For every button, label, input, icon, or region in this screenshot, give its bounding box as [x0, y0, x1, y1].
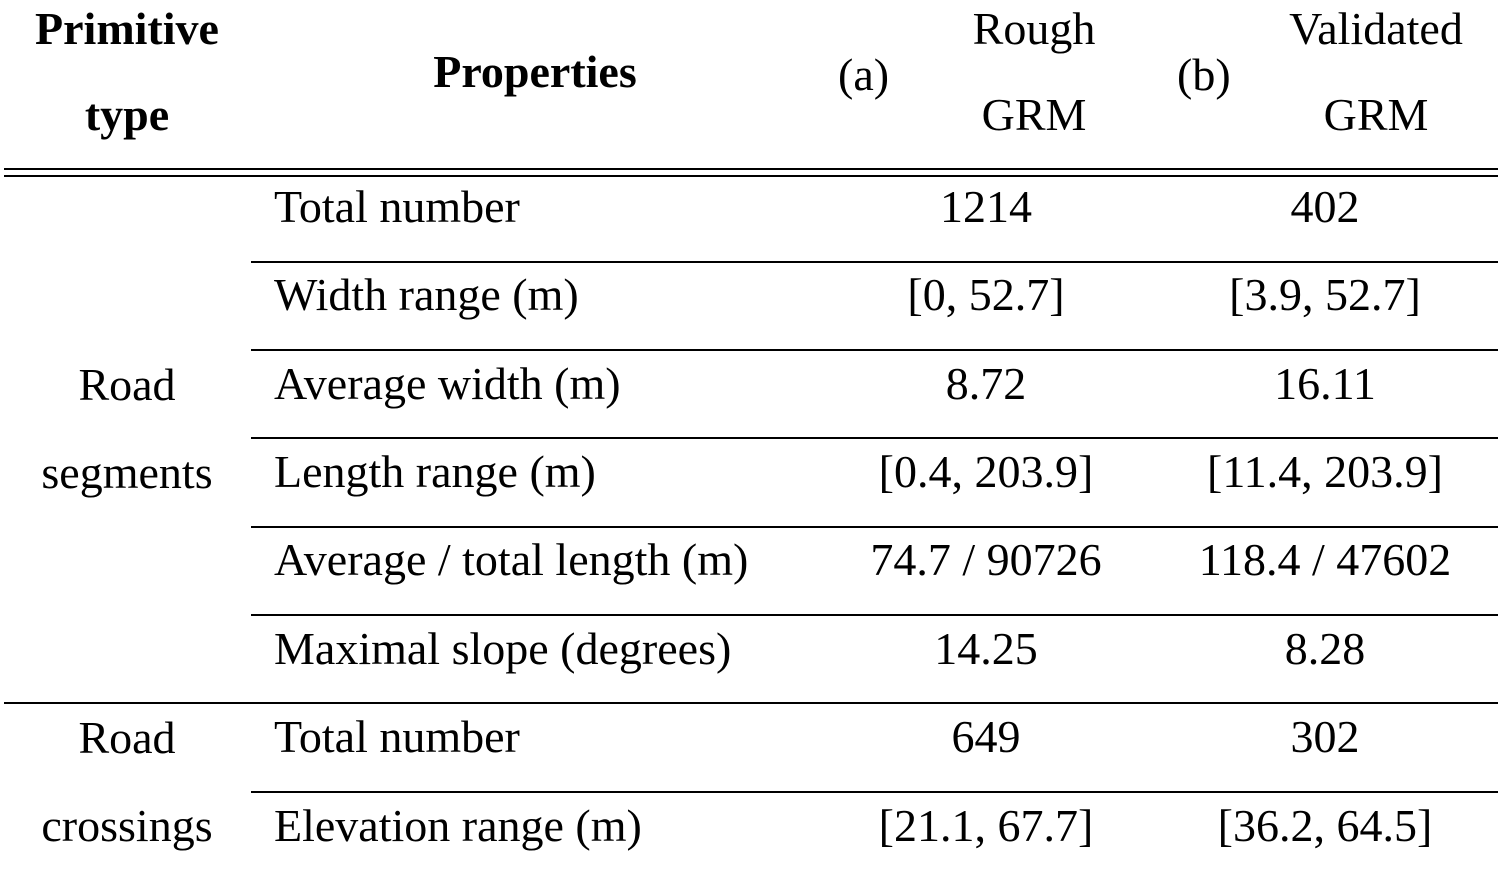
group-type-road-segments-line1: Road: [78, 359, 176, 410]
cell-rough: 649: [951, 711, 1021, 762]
row-divider: [251, 261, 1498, 263]
cell-rough: [21.1, 67.7]: [878, 800, 1094, 851]
header-primitive-type-line1: Primitive: [35, 3, 219, 54]
header-double-rule-bottom: [4, 175, 1498, 177]
cell-rough: 8.72: [945, 358, 1027, 409]
header-col-a-label-line2: GRM: [981, 89, 1087, 140]
cell-property: Width range (m): [274, 269, 579, 320]
cell-rough: [0.4, 203.9]: [878, 446, 1094, 497]
cell-rough: [0, 52.7]: [907, 269, 1065, 320]
cell-validated: [36.2, 64.5]: [1217, 800, 1433, 851]
row-divider: [251, 614, 1498, 616]
header-properties: Properties: [433, 46, 637, 97]
cell-validated: 16.11: [1274, 358, 1376, 409]
group-type-road-segments-line2: segments: [41, 447, 213, 498]
cell-validated: 302: [1290, 711, 1360, 762]
cell-property: Maximal slope (degrees): [274, 623, 732, 674]
row-divider: [251, 349, 1498, 351]
header-col-b-label-line1: Validated: [1289, 3, 1463, 54]
cell-validated: [3.9, 52.7]: [1229, 269, 1421, 320]
cell-property: Average / total length (m): [274, 534, 749, 585]
header-col-b-label-line2: GRM: [1323, 89, 1429, 140]
group-type-road-crossings-line1: Road: [78, 712, 176, 763]
cell-rough: 74.7 / 90726: [870, 534, 1102, 585]
header-primitive-type-line2: type: [84, 89, 170, 140]
group-type-road-crossings-line2: crossings: [41, 800, 213, 851]
cell-validated: 402: [1290, 181, 1360, 232]
cell-property: Average width (m): [274, 358, 621, 409]
header-col-b-marker: (b): [1177, 49, 1231, 100]
row-divider: [251, 791, 1498, 793]
cell-property: Length range (m): [274, 446, 596, 497]
cell-validated: [11.4, 203.9]: [1207, 446, 1443, 497]
group-divider: [4, 702, 1498, 704]
header-col-a-label-line1: Rough: [972, 3, 1096, 54]
row-divider: [251, 437, 1498, 439]
cell-validated: 118.4 / 47602: [1198, 534, 1452, 585]
row-divider: [251, 526, 1498, 528]
header-col-a-marker: (a): [838, 49, 890, 100]
cell-rough: 1214: [940, 181, 1032, 232]
cell-property: Total number: [274, 711, 520, 762]
cell-property: Elevation range (m): [274, 800, 642, 851]
cell-validated: 8.28: [1284, 623, 1366, 674]
cell-rough: 14.25: [934, 623, 1038, 674]
cell-property: Total number: [274, 181, 520, 232]
header-double-rule-top: [4, 168, 1498, 170]
